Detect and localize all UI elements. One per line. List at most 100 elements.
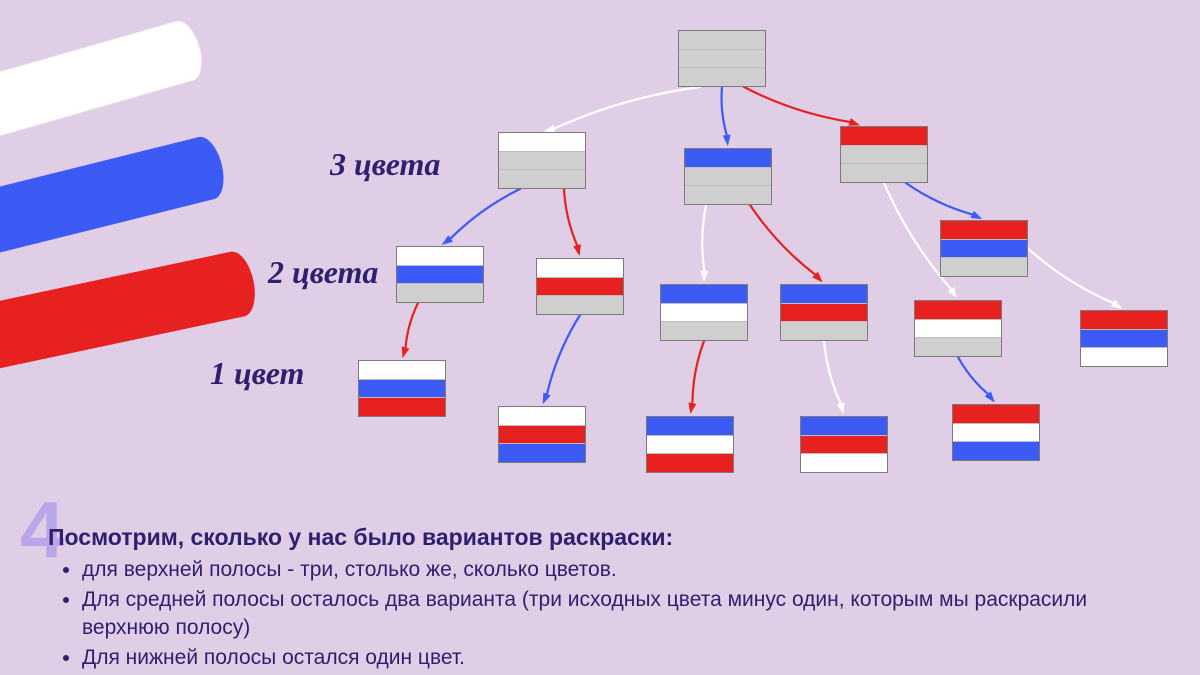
flag-WR: [536, 258, 624, 315]
edge-arrowhead: [1111, 300, 1122, 309]
edge-arrowhead: [402, 346, 410, 358]
row-label-1-color: 1 цвет: [210, 355, 304, 392]
flag-BWR: [646, 416, 734, 473]
row-label-3-colors: 3 цвета: [330, 146, 440, 183]
edge-arrowhead: [543, 392, 551, 404]
edge-arrowhead: [688, 402, 696, 414]
brush-stroke-blue: [0, 133, 229, 263]
stripe: [359, 380, 445, 399]
flag-BRW: [800, 416, 888, 473]
stripe: [801, 436, 887, 455]
stripe: [679, 68, 765, 86]
stripe: [1081, 330, 1167, 349]
flag-RW: [914, 300, 1002, 357]
stripe: [941, 221, 1027, 240]
stripe: [801, 417, 887, 436]
edge-arrowhead: [723, 135, 731, 146]
edge-arrowhead: [700, 271, 708, 282]
diagram-canvas: 3 цвета 2 цвета 1 цвет 4 Посмотрим, скол…: [0, 0, 1200, 675]
stripe: [499, 170, 585, 188]
stripe: [499, 133, 585, 152]
bullet-list: для верхней полосы - три, столько же, ск…: [58, 556, 1172, 674]
flag-B: [684, 148, 772, 205]
flag-RB: [940, 220, 1028, 277]
stripe: [661, 285, 747, 304]
stripe: [1081, 311, 1167, 330]
brush-stroke-white: [0, 17, 208, 151]
edge-line: [692, 341, 704, 403]
stripe: [685, 186, 771, 204]
edge-arrowhead: [985, 391, 995, 402]
stripe: [953, 424, 1039, 443]
edge-arrowhead: [573, 244, 581, 256]
edge-arrowhead: [812, 272, 822, 283]
flag-RWB: [952, 404, 1040, 461]
stripe: [915, 338, 1001, 356]
bullet-item: Для средней полосы осталось два варианта…: [82, 586, 1172, 642]
flag-root: [678, 30, 766, 87]
stripe: [841, 164, 927, 182]
flag-RBW: [1080, 310, 1168, 367]
stripe: [499, 152, 585, 171]
flag-WB: [396, 246, 484, 303]
stripe: [679, 50, 765, 69]
flag-W: [498, 132, 586, 189]
stripe: [647, 454, 733, 472]
edge-line: [744, 87, 850, 122]
edge-line: [958, 357, 988, 394]
stripe: [397, 284, 483, 302]
edge-line: [722, 87, 727, 135]
edge-line: [406, 303, 418, 347]
stripe: [841, 127, 927, 146]
heading: Посмотрим, сколько у нас было вариантов …: [48, 524, 673, 551]
flag-WRB: [498, 406, 586, 463]
stripe: [953, 442, 1039, 460]
stripe: [499, 426, 585, 445]
edge-arrowhead: [971, 211, 983, 219]
stripe: [781, 304, 867, 323]
stripe: [647, 436, 733, 455]
edge-line: [1028, 249, 1113, 303]
stripe: [537, 278, 623, 297]
stripe: [661, 304, 747, 323]
stripe: [953, 405, 1039, 424]
flag-BW: [660, 284, 748, 341]
stripe: [397, 266, 483, 285]
flag-R: [840, 126, 928, 183]
flag-BR: [780, 284, 868, 341]
flag-WBR: [358, 360, 446, 417]
edge-line: [906, 183, 972, 214]
stripe: [781, 322, 867, 340]
stripe: [915, 320, 1001, 339]
edge-arrowhead: [837, 402, 845, 414]
stripe: [499, 444, 585, 462]
stripe: [1081, 348, 1167, 366]
stripe: [679, 31, 765, 50]
stripe: [537, 296, 623, 314]
row-label-2-colors: 2 цвета: [268, 254, 378, 291]
edge-line: [547, 315, 580, 394]
stripe: [781, 285, 867, 304]
stripe: [801, 454, 887, 472]
stripe: [499, 407, 585, 426]
bullet-item: для верхней полосы - три, столько же, ск…: [82, 556, 1172, 584]
stripe: [941, 258, 1027, 276]
edge-arrowhead: [848, 118, 860, 126]
stripe: [685, 149, 771, 168]
stripe: [941, 240, 1027, 259]
stripe: [841, 146, 927, 165]
edge-line: [451, 189, 520, 238]
edge-line: [824, 341, 841, 403]
edge-line: [702, 205, 706, 271]
stripe: [537, 259, 623, 278]
stripe: [397, 247, 483, 266]
bullet-item: Для нижней полосы остался один цвет.: [82, 644, 1172, 672]
edge-arrowhead: [948, 287, 957, 298]
edge-line: [750, 205, 815, 275]
edge-line: [555, 87, 700, 128]
stripe: [647, 417, 733, 436]
edge-line: [564, 189, 577, 245]
edge-arrowhead: [442, 235, 453, 245]
stripe: [915, 301, 1001, 320]
stripe: [685, 168, 771, 187]
